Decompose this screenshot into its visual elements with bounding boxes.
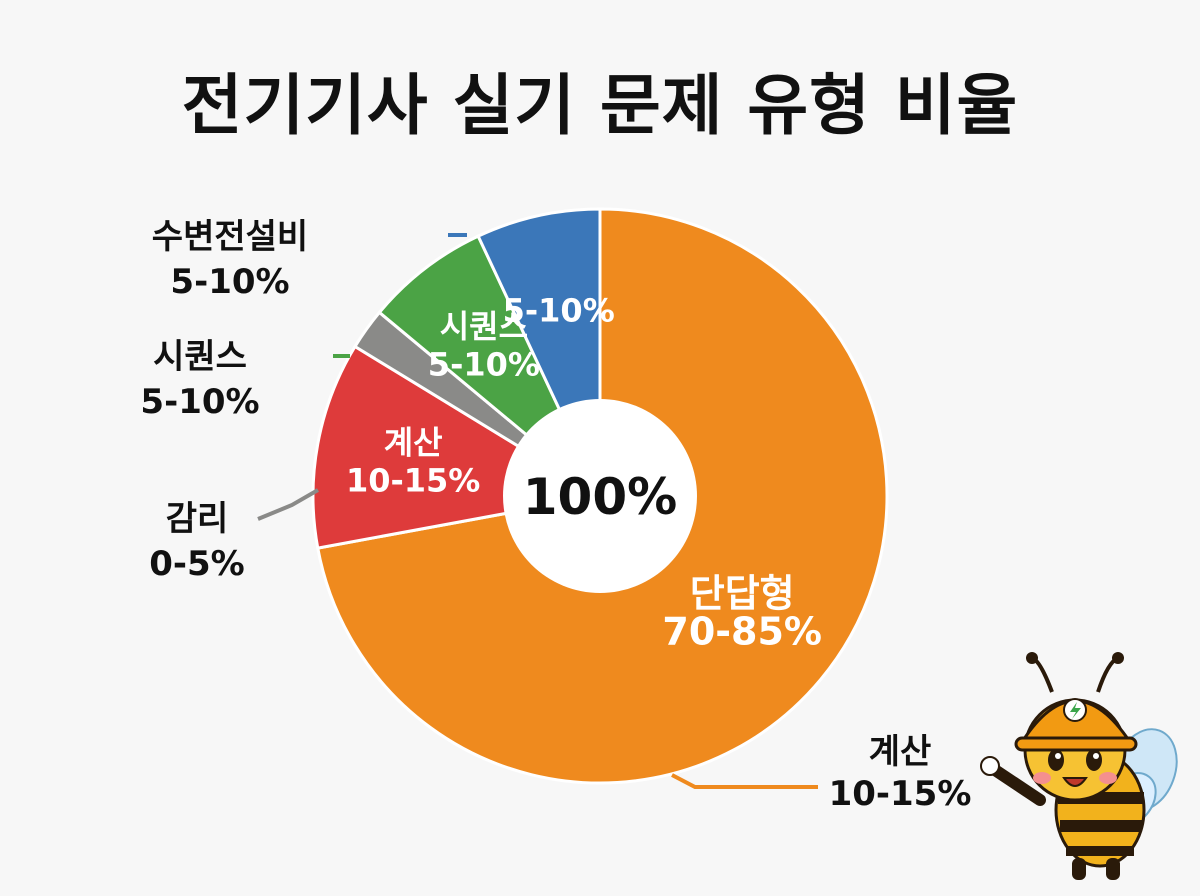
callout-label-0-1: 5-10% bbox=[170, 262, 289, 302]
callout-line-2 bbox=[257, 488, 319, 521]
slice-label-3-0: 시퀀스 bbox=[440, 308, 528, 346]
callout-label-1-0: 시퀀스 bbox=[153, 337, 247, 377]
bee-engineer-mascot-icon bbox=[980, 652, 1178, 880]
chart-title: 전기기사 실기 문제 유형 비율 bbox=[181, 67, 1019, 144]
slice-label-4-0: 5-10% bbox=[503, 292, 615, 330]
callout-label-1-1: 5-10% bbox=[140, 382, 259, 422]
callout-label-2-0: 감리 bbox=[166, 499, 229, 539]
slice-label-0-1: 70-85% bbox=[662, 609, 822, 653]
callout-line-3 bbox=[671, 773, 818, 789]
slice-label-0-0: 단답형 bbox=[690, 571, 795, 615]
slice-label-1-0: 계산 bbox=[384, 423, 443, 461]
donut-hole bbox=[503, 399, 697, 593]
slice-label-1-1: 10-15% bbox=[346, 461, 480, 499]
callout-label-2-1: 0-5% bbox=[149, 544, 245, 584]
center-label: 100% bbox=[523, 468, 677, 526]
callout-label-3-1: 10-15% bbox=[829, 774, 972, 814]
slice-label-3-1: 5-10% bbox=[428, 346, 540, 384]
callout-label-3-0: 계산 bbox=[869, 732, 932, 772]
callout-label-0-0: 수변전설비 bbox=[152, 217, 308, 257]
